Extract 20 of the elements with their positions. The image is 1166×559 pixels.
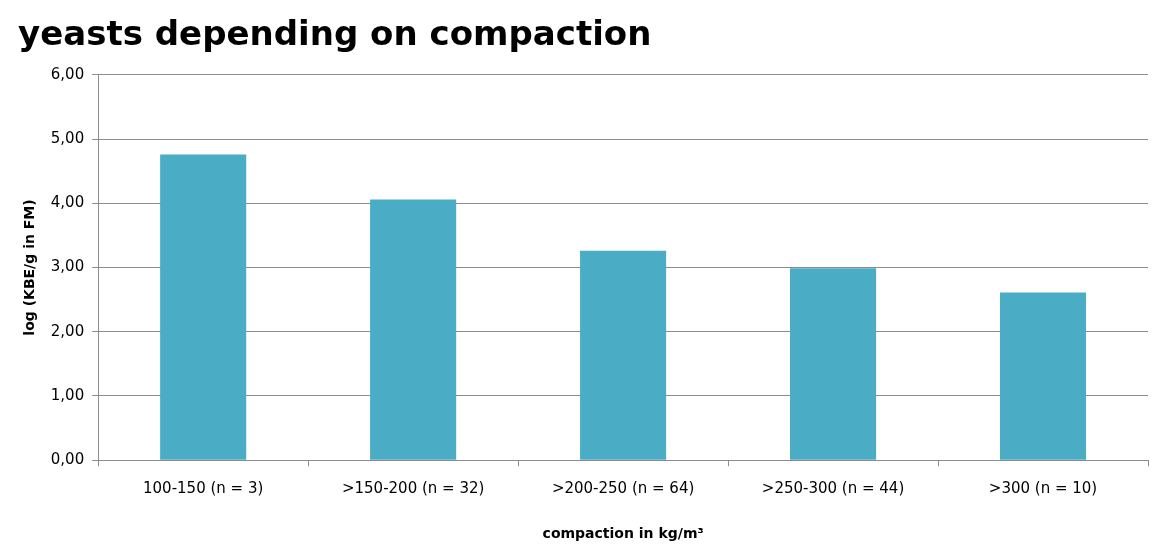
x-tick-label: >200-250 (n = 64)	[551, 479, 695, 498]
y-tick-label: 6,00	[50, 64, 85, 83]
x-tick-label: >150-200 (n = 32)	[341, 479, 485, 498]
y-tick-label: 4,00	[50, 193, 85, 212]
y-tick-label: 2,00	[50, 321, 85, 340]
chart-title: yeasts depending on compaction	[18, 13, 652, 54]
y-tick-label: 5,00	[50, 128, 85, 147]
bar	[580, 250, 667, 460]
bar	[370, 199, 457, 460]
bar	[790, 268, 877, 460]
y-tick-label: 1,00	[50, 385, 85, 404]
x-tick-label: 100-150 (n = 3)	[143, 479, 264, 498]
x-tick-label: >250-300 (n = 44)	[761, 479, 905, 498]
x-tick-label: >300 (n = 10)	[988, 479, 1098, 498]
bar	[160, 154, 247, 460]
y-tick-label: 3,00	[50, 257, 85, 276]
y-axis-title: log (KBE/g in FM)	[21, 199, 38, 336]
x-axis-title: compaction in kg/m³	[542, 525, 704, 542]
y-tick-label: 0,00	[50, 450, 85, 469]
bar	[999, 292, 1087, 460]
